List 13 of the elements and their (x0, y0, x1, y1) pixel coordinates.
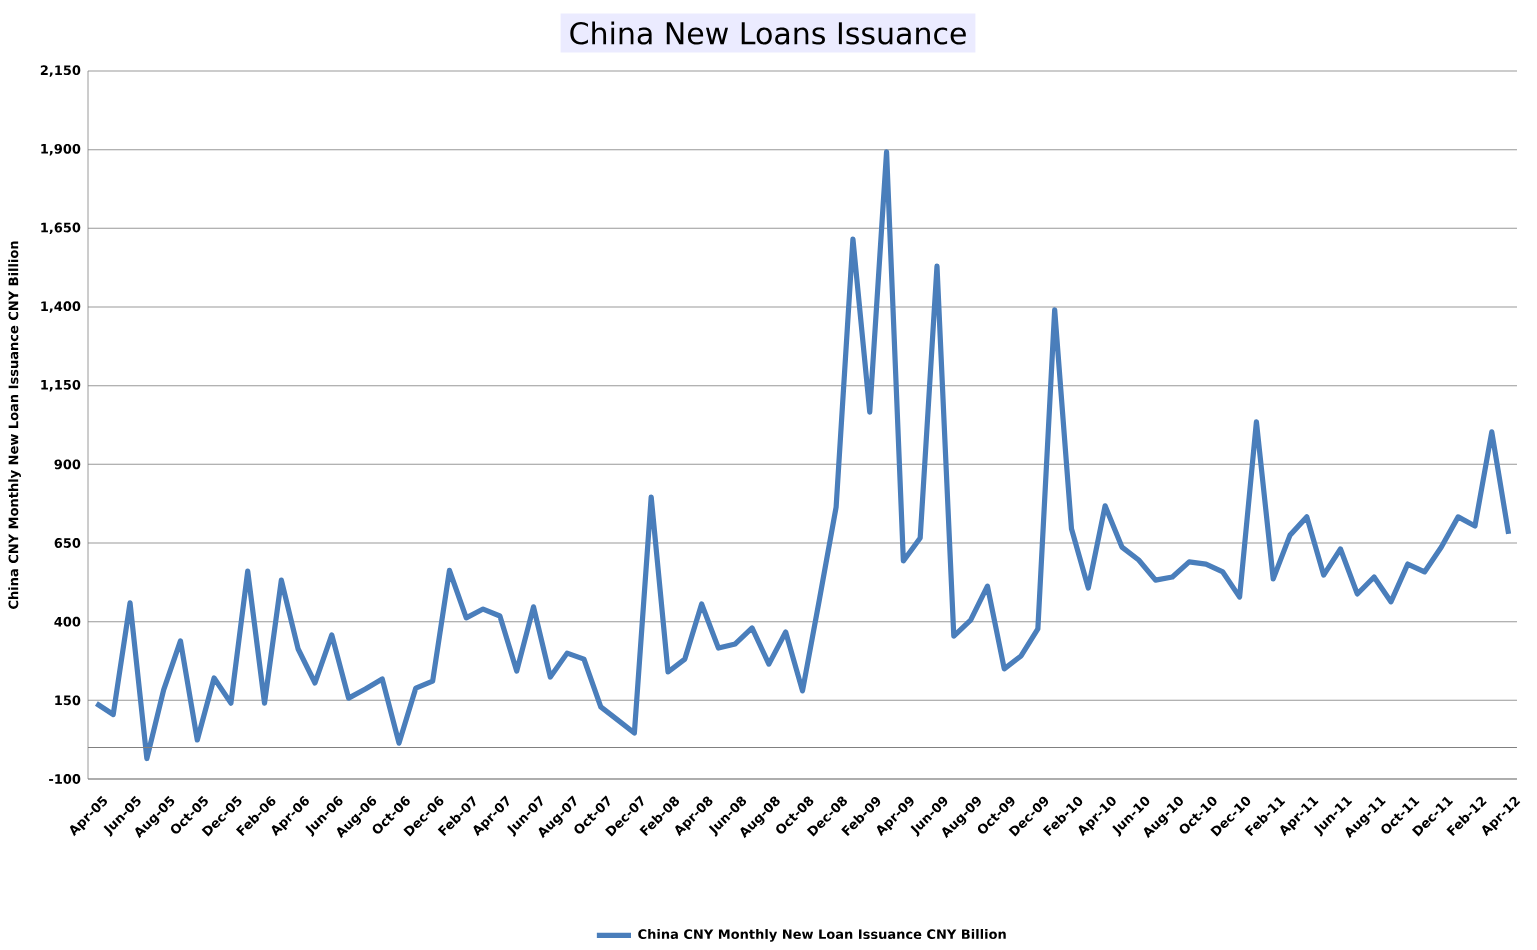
y-tick-label: 400 (54, 616, 81, 627)
y-tick-label: 2,150 (40, 65, 81, 77)
y-axis-title: China CNY Monthly New Loan Issuance CNY Billion (8, 241, 21, 609)
y-tick-label: 1,650 (41, 222, 81, 235)
legend-label: China CNY Monthly New Loan Issuance CNY Billion (638, 929, 1006, 942)
chart-title: China New Loans Issuance (570, 21, 966, 45)
y-tick-label: 900 (54, 459, 81, 470)
y-tick-label: 150 (55, 695, 81, 706)
y-tick-label: -100 (49, 774, 81, 784)
y-tick-label: 1,900 (41, 143, 81, 156)
y-tick-label: 1,150 (41, 379, 81, 392)
y-tick-label: 650 (54, 538, 81, 548)
y-tick-label: 1,400 (41, 301, 81, 313)
